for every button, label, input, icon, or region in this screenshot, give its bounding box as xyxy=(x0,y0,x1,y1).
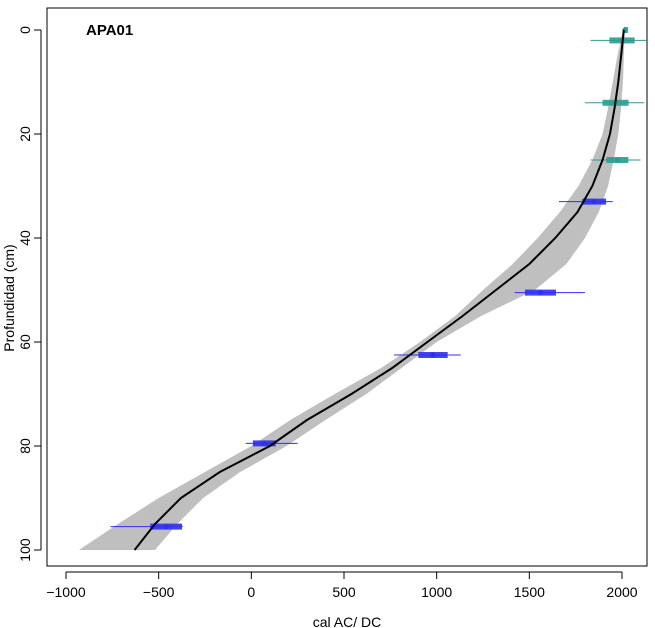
date-point-6 xyxy=(430,352,436,358)
x-tick-label-1: −500 xyxy=(143,584,175,600)
y-tick-label-4: 80 xyxy=(17,438,33,454)
date-point-7 xyxy=(261,440,267,446)
uncertainty-band xyxy=(78,30,625,550)
y-axis: 0 20 40 60 80 100 xyxy=(17,26,42,562)
chart-title: APA01 xyxy=(86,22,133,39)
date-markers-layer xyxy=(110,27,648,530)
x-axis-title: cal AC/ DC xyxy=(313,614,381,628)
x-tick-label-4: 1000 xyxy=(421,584,452,600)
x-tick-label-0: −1000 xyxy=(46,584,86,600)
x-axis: −1000 −500 0 500 1000 1500 2000 xyxy=(46,571,638,600)
date-point-3 xyxy=(614,157,620,163)
age-depth-model-line xyxy=(133,29,625,551)
uncertainty-band-layer xyxy=(78,30,625,550)
x-tick-label-3: 500 xyxy=(332,584,356,600)
x-tick-label-5: 1500 xyxy=(514,584,545,600)
y-tick-label-2: 40 xyxy=(17,230,33,246)
plot-frame xyxy=(46,7,648,567)
date-point-8 xyxy=(163,524,169,530)
y-tick-label-0: 0 xyxy=(17,26,33,34)
y-tick-label-5: 100 xyxy=(17,538,33,562)
x-tick-label-2: 0 xyxy=(247,584,255,600)
date-point-5 xyxy=(537,290,543,296)
y-tick-label-1: 20 xyxy=(17,126,33,142)
y-tick-label-3: 60 xyxy=(17,334,33,350)
date-point-4 xyxy=(591,199,597,205)
x-tick-label-6: 2000 xyxy=(606,584,637,600)
model-line-layer xyxy=(133,29,625,551)
y-axis-title: Profundidad (cm) xyxy=(1,244,17,351)
